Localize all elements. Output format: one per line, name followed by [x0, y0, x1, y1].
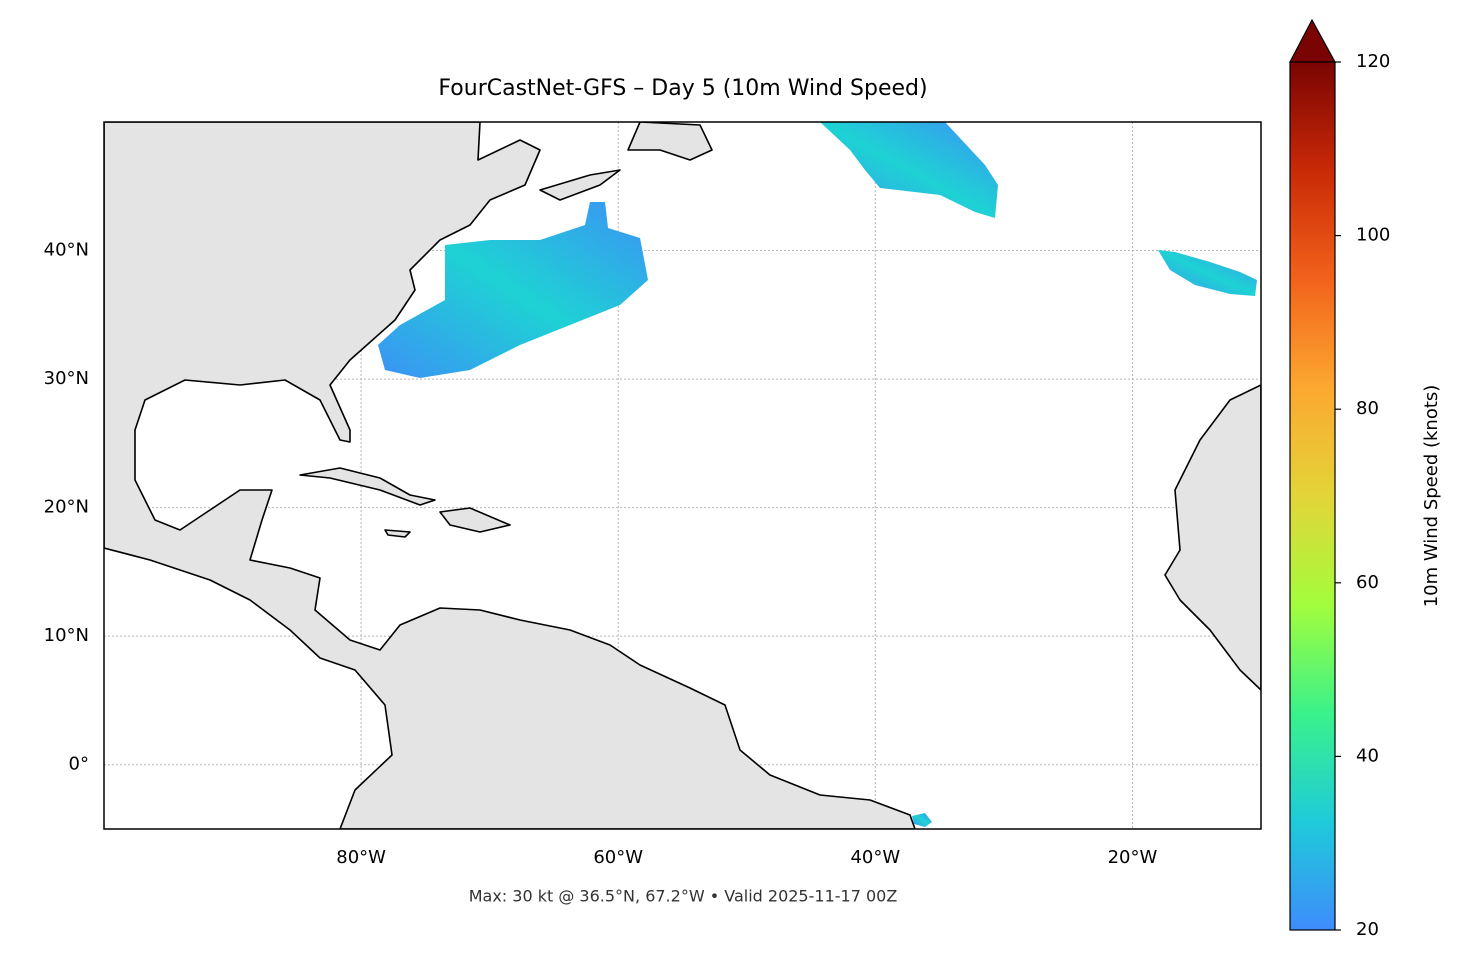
wind-region: [820, 122, 998, 218]
land-nova-scotia: [539, 169, 621, 201]
colorbar-extend: [1289, 18, 1337, 63]
map-layer: [104, 122, 1261, 829]
x-tick-label: 60°W: [593, 847, 643, 868]
land-newfoundland: [627, 122, 713, 161]
y-tick-label: 0°: [69, 754, 89, 775]
wind-region: [912, 813, 932, 827]
colorbar: [1289, 61, 1336, 931]
colorbar-tick-label: 80: [1356, 398, 1379, 419]
colorbar-tick-label: 40: [1356, 745, 1379, 766]
x-tick-label: 80°W: [336, 847, 386, 868]
x-tick-label: 40°W: [850, 847, 900, 868]
footnote: Max: 30 kt @ 36.5°N, 67.2°W • Valid 2025…: [469, 887, 898, 906]
wind-region: [378, 202, 648, 378]
colorbar-label: 10m Wind Speed (knots): [1421, 385, 1442, 608]
colorbar-tick-label: 100: [1356, 225, 1390, 246]
colorbar-tick-label: 60: [1356, 572, 1379, 593]
map-frame: [103, 121, 1262, 830]
land-jamaica: [384, 529, 411, 538]
land-hispaniola: [439, 507, 511, 533]
y-tick-label: 20°N: [44, 497, 89, 518]
land-africa: [1164, 384, 1261, 691]
land-americas: [104, 122, 916, 829]
y-tick-label: 30°N: [44, 368, 89, 389]
wind-region: [1158, 250, 1257, 296]
y-tick-label: 40°N: [44, 240, 89, 261]
colorbar-tick-label: 20: [1356, 919, 1379, 940]
x-tick-label: 20°W: [1108, 847, 1158, 868]
chart-title: FourCastNet-GFS – Day 5 (10m Wind Speed): [438, 76, 927, 101]
colorbar-tick-label: 120: [1356, 51, 1390, 72]
land-cuba: [299, 467, 436, 506]
y-tick-label: 10°N: [44, 625, 89, 646]
